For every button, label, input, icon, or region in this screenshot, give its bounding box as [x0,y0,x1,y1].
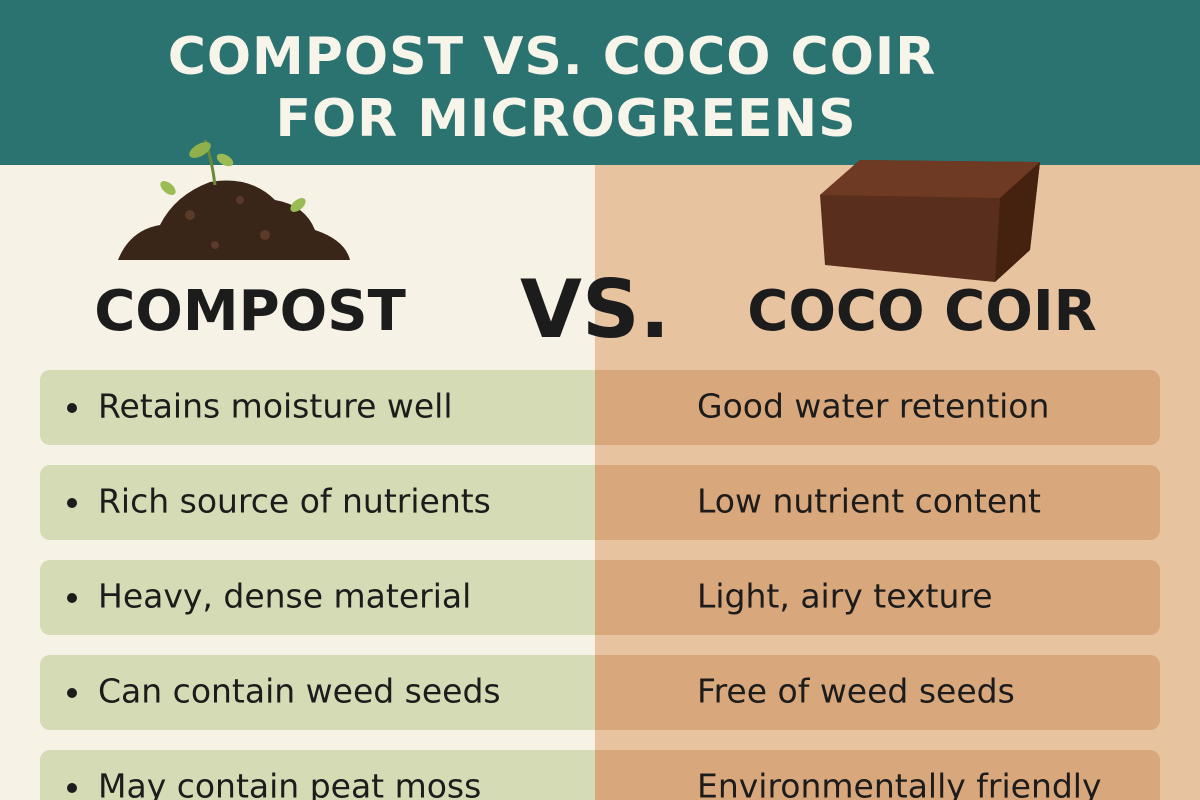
right-row [595,750,1160,800]
right-item: Low nutrient content [697,482,1041,521]
header [0,0,1200,165]
left-row [40,370,615,445]
left-row [40,750,615,800]
title-line: FOR MICROGREENS [275,89,856,149]
coco-coir-icon [820,160,1040,282]
bullet [67,783,77,793]
left-item: Heavy, dense material [98,577,471,616]
right-row [595,560,1160,635]
left-row [40,560,615,635]
compost-icon [118,139,350,260]
right-item: Environmentally friendly [697,767,1102,800]
right-item: Light, airy texture [697,577,993,616]
right-row-edge [595,655,615,730]
left-label: COMPOST [94,279,406,344]
bullet [67,593,77,603]
vs-label: VS. [520,263,670,356]
right-row-edge [595,750,615,800]
bullet [67,498,77,508]
right-label: COCO COIR [747,279,1097,344]
bullet [67,688,77,698]
right-item: Good water retention [697,387,1049,426]
right-row [595,655,1160,730]
left-item: Rich source of nutrients [98,482,491,521]
right-row [595,465,1160,540]
right-row [595,370,1160,445]
left-row [40,465,615,540]
left-row [40,655,615,730]
title-line: COMPOST VS. COCO COIR [168,27,937,87]
right-row-edge [595,560,615,635]
right-item: Free of weed seeds [697,672,1015,711]
left-item: Can contain weed seeds [98,672,501,711]
left-item: May contain peat moss [98,767,481,800]
left-item: Retains moisture well [98,387,453,426]
rows: Retains moisture well Good water retentio… [40,370,1160,800]
right-row-edge [595,370,615,445]
right-row-edge [595,465,615,540]
bullet [67,403,77,413]
